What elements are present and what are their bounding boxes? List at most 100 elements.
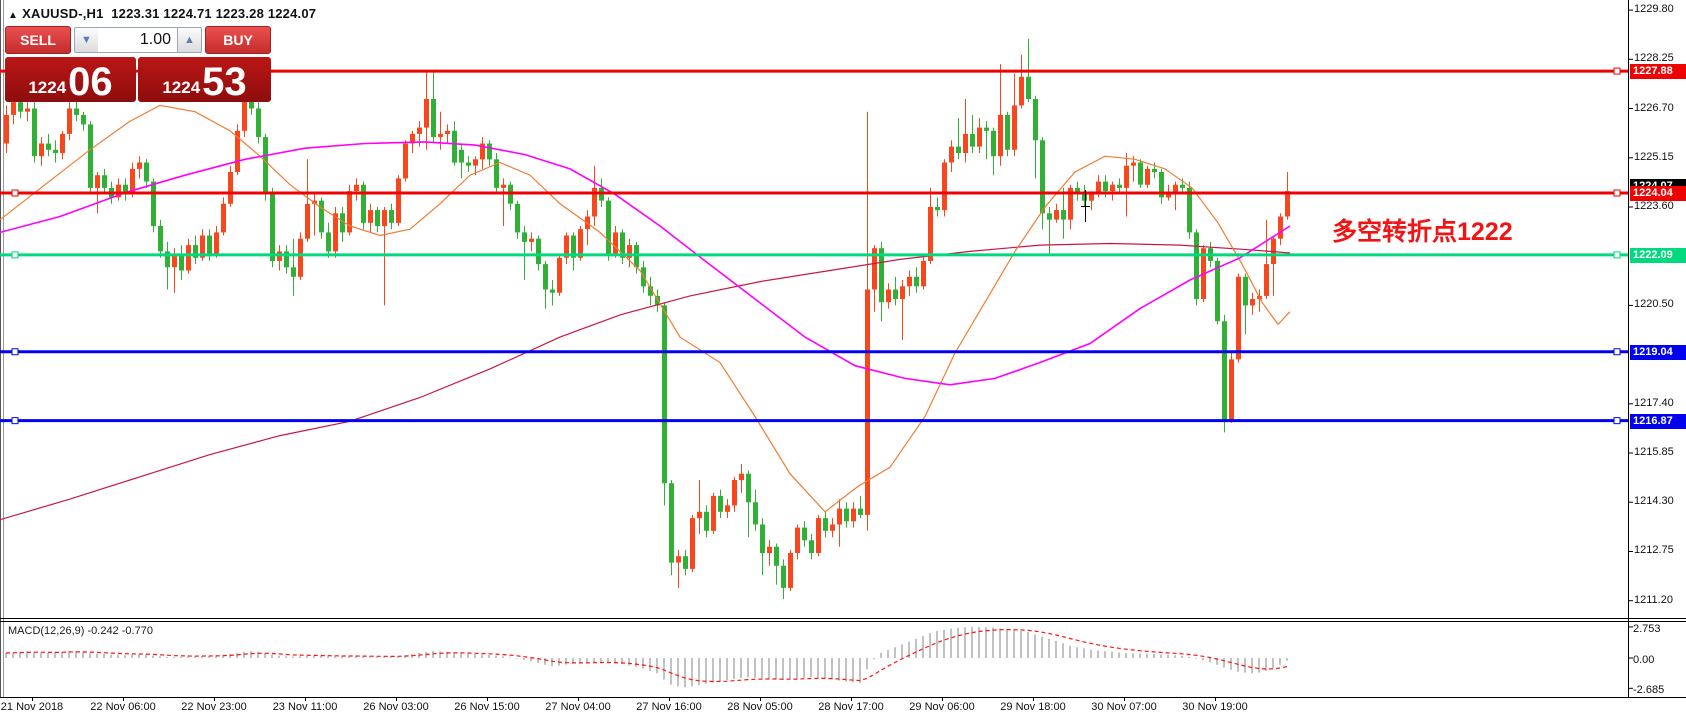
candle-body: [816, 518, 821, 553]
line-anchor-handle[interactable]: [11, 348, 19, 356]
candle-body: [935, 207, 940, 211]
candle-body: [1033, 99, 1038, 141]
candle-body: [1180, 184, 1185, 188]
candle-body: [1026, 76, 1031, 99]
candle-body: [1138, 162, 1143, 185]
candle-body: [144, 162, 149, 182]
candle-body: [4, 114, 9, 144]
candle-body: [1103, 181, 1108, 192]
candle-body: [620, 232, 625, 258]
sell-price-panel[interactable]: 1224 06: [5, 57, 136, 102]
price-axis-label: 1217.40: [1634, 397, 1674, 409]
sell-button[interactable]: SELL: [5, 26, 71, 54]
candle-body: [557, 257, 562, 293]
time-axis-label: 27 Nov 16:00: [636, 701, 702, 713]
candle-body: [522, 232, 527, 242]
candle-body: [417, 127, 422, 134]
symbol-ohlc-row: ▲ XAUUSD-,H1 1223.31 1224.71 1223.28 1224…: [8, 6, 316, 21]
candle-body: [571, 235, 576, 258]
candle-body: [214, 232, 219, 255]
candle-body: [130, 168, 135, 195]
candle-body: [179, 254, 184, 271]
candle-body: [389, 210, 394, 223]
candle-body: [1005, 114, 1010, 150]
candle-body: [1222, 321, 1227, 420]
candle-body: [970, 133, 975, 147]
candle-body: [536, 238, 541, 265]
candle-body: [704, 511, 709, 531]
candle-body: [1194, 232, 1199, 300]
ma-fast-line: [0, 104, 1291, 513]
candle-body: [529, 238, 534, 242]
line-anchor-handle[interactable]: [11, 189, 19, 197]
candle-body: [235, 130, 240, 173]
candle-body: [1278, 216, 1283, 239]
window-left-border: [0, 0, 1, 697]
time-axis-label: 29 Nov 18:00: [1000, 701, 1066, 713]
price-axis-label: 1220.50: [1634, 298, 1674, 310]
candle-body: [900, 286, 905, 299]
line-anchor-handle[interactable]: [1613, 67, 1621, 75]
candle-body: [375, 210, 380, 226]
macd-signal-line: [5, 628, 1288, 683]
candle-body: [11, 102, 16, 115]
candle-body: [67, 108, 72, 134]
time-axis-label: 22 Nov 06:00: [90, 701, 156, 713]
candle-body: [683, 556, 688, 569]
time-axis-label: 29 Nov 06:00: [909, 701, 975, 713]
candle-body: [431, 99, 436, 138]
candle-body: [1117, 184, 1122, 188]
price-axis-label: 1225.15: [1634, 151, 1674, 163]
time-axis-label: 30 Nov 07:00: [1091, 701, 1157, 713]
candle-body: [613, 232, 618, 255]
candle-body: [424, 99, 429, 128]
line-anchor-handle[interactable]: [1613, 348, 1621, 356]
symbol-name: XAUUSD-,H1: [22, 6, 104, 21]
candle-body: [340, 213, 345, 233]
crosshair-marker: [1081, 206, 1090, 207]
price-axis-label: 1211.20: [1634, 594, 1673, 606]
candle-body: [921, 260, 926, 287]
candle-body: [942, 162, 947, 211]
candle-body: [298, 238, 303, 277]
candle-body: [851, 508, 856, 522]
candle-body: [753, 502, 758, 525]
volume-increase-button[interactable]: ▲: [177, 27, 202, 53]
volume-input[interactable]: [98, 27, 177, 53]
candle-body: [1250, 299, 1255, 306]
collapse-arrow-icon[interactable]: ▲: [8, 10, 19, 21]
candle-body: [802, 527, 807, 541]
macd-name: MACD(12,26,9): [8, 625, 85, 637]
candle-body: [102, 175, 107, 188]
one-click-trade-panel: SELL ▼ ▲ BUY 1224 06 1224 53: [5, 26, 271, 102]
buy-button[interactable]: BUY: [205, 26, 271, 54]
candle-body: [396, 178, 401, 223]
time-axis-label: 28 Nov 17:00: [818, 701, 884, 713]
price-level-tag: 1224.04: [1630, 186, 1686, 201]
candle-body: [928, 207, 933, 261]
price-level-tag: 1219.04: [1630, 345, 1686, 360]
candle-body: [788, 553, 793, 588]
candle-body: [907, 276, 912, 287]
candle-body: [977, 127, 982, 147]
buy-price-panel[interactable]: 1224 53: [138, 57, 271, 102]
candle-body: [494, 159, 499, 188]
line-anchor-handle[interactable]: [1613, 417, 1621, 425]
candle-body: [501, 184, 506, 188]
candle-body: [459, 149, 464, 163]
candle-body: [81, 114, 86, 125]
candle-body: [795, 527, 800, 553]
line-anchor-handle[interactable]: [11, 417, 19, 425]
volume-decrease-button[interactable]: ▼: [74, 27, 99, 53]
candle-body: [242, 99, 247, 131]
ma-slow-line: [0, 242, 1291, 521]
candle-body: [564, 235, 569, 258]
candle-body: [263, 137, 268, 195]
candle-body: [781, 565, 786, 588]
line-anchor-handle[interactable]: [11, 251, 19, 259]
line-anchor-handle[interactable]: [1613, 189, 1621, 197]
line-anchor-handle[interactable]: [1613, 251, 1621, 259]
candle-body: [627, 245, 632, 258]
